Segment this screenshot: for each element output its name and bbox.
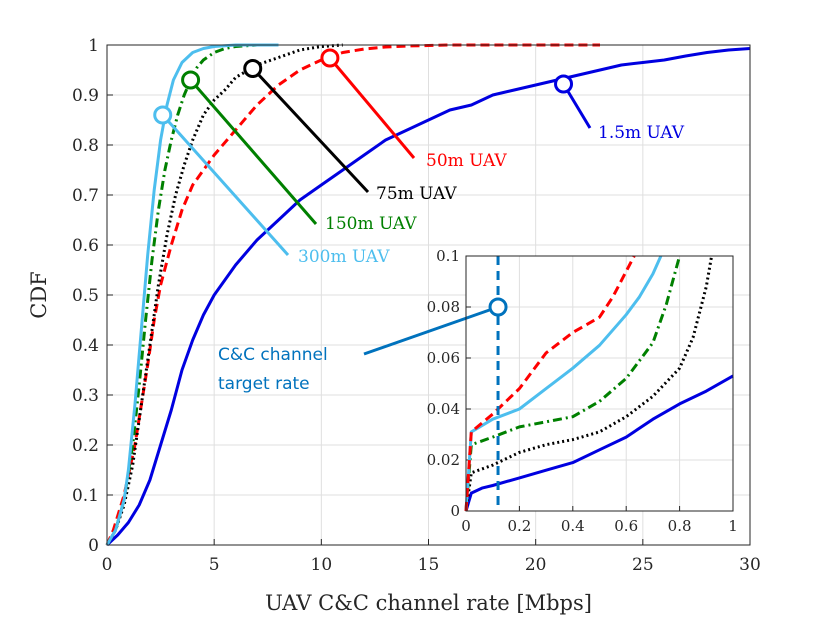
inset-axes-box [465,255,734,512]
inset-x-tick-label: 0.8 [668,517,692,535]
inset-x-tick-label: 0.2 [507,517,531,535]
target-rate-label-line: target rate [218,374,310,394]
inset-y-tick-label: 0.06 [427,349,460,367]
callout-marker-50m-uav [320,48,340,68]
y-tick-label: 0 [88,536,99,556]
x-axis-label: UAV C&C channel rate [Mbps] [265,591,592,615]
series-line-75m-uav [105,43,343,546]
inset-y-tick-label: 0.04 [427,400,460,418]
inset-background [466,256,733,511]
inset-x-tick-label: 0.6 [614,517,638,535]
callout-line-75m-uav [251,67,370,194]
x-tick-label: 20 [525,555,547,575]
y-tick-label: 0.8 [72,136,99,156]
y-axis-label: CDF [27,271,51,318]
inset-series-line-75m-uav [464,255,714,512]
target-rate-marker [488,297,508,317]
inset-x-tick-label: 0 [461,517,471,535]
x-tick-label: 25 [632,555,654,575]
callout-marker-300m-uav [153,105,173,125]
y-tick-label: 0.2 [72,436,99,456]
x-tick-label: 0 [102,555,113,575]
inset-series-line-300m-uav [464,255,663,512]
y-tick-label: 0.5 [72,286,99,306]
inset-series-line-1-5m-uav [464,374,734,512]
callout-label-1-5m-uav: 1.5m UAV [598,123,685,143]
x-tick-label: 30 [739,555,761,575]
callout-label-75m-uav: 75m UAV [376,184,457,204]
callout-line-50m-uav [328,57,416,159]
y-tick-label: 1 [88,36,99,56]
inset-y-tick-label: 0 [450,502,460,520]
inset-y-tick-label: 0.02 [427,451,460,469]
inset-y-tick-label: 0.08 [427,298,460,316]
y-tick-label: 0.1 [72,486,99,506]
callout-marker-75m-uav [243,59,263,78]
inset-series-line-150m-uav [464,255,682,512]
y-tick-label: 0.6 [72,236,99,256]
inset-x-tick-label: 1 [728,517,738,535]
inset-target-annotation: C&C channel target rate [218,256,508,511]
x-tick-label: 5 [209,555,220,575]
inset-y-tick-label: 0.1 [436,247,460,265]
series-line-1-5m-uav [105,47,751,547]
callout-marker-1-5m-uav [554,74,574,94]
target-rate-label-line: C&C channel [218,345,328,365]
target-rate-callout-line [363,305,499,356]
inset-series [464,255,734,512]
main-annotations: 50m UAV 75m UAV 150m UAV 300m UAV 1.5m UAV [153,48,685,267]
inset-x-tick-label: 0.4 [561,517,585,535]
y-tick-label: 0.7 [72,186,99,206]
callout-label-50m-uav: 50m UAV [426,151,507,171]
y-tick-label: 0.4 [72,336,99,356]
callout-line-300m-uav [161,113,290,257]
callout-line-150m-uav [189,79,318,225]
callout-marker-150m-uav [181,70,201,90]
y-tick-label: 0.3 [72,386,99,406]
callout-label-300m-uav: 300m UAV [298,247,390,267]
x-tick-label: 10 [311,555,333,575]
callout-label-150m-uav: 150m UAV [325,214,417,234]
main-axes-box [106,44,751,546]
y-tick-label: 0.9 [72,86,99,106]
main-ticks: 0 5 10 15 20 25 3000.10.20.30.40.50.60.70.80.9… [72,36,761,575]
x-tick-label: 15 [418,555,440,575]
